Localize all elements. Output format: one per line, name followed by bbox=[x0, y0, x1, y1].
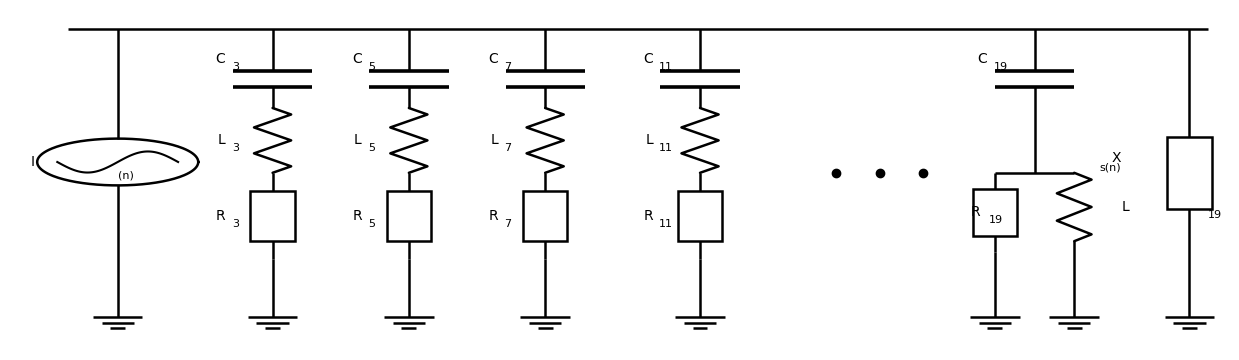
Text: R: R bbox=[352, 209, 362, 223]
Text: L: L bbox=[218, 134, 225, 147]
Bar bbox=[973, 189, 1017, 236]
Text: 7: 7 bbox=[504, 143, 512, 153]
Text: X: X bbox=[1111, 152, 1121, 165]
Text: C: C bbox=[978, 53, 987, 66]
Text: R: R bbox=[488, 209, 498, 223]
Text: 5: 5 bbox=[368, 143, 375, 153]
Bar bbox=[387, 191, 431, 241]
Text: C: C bbox=[643, 53, 653, 66]
Text: 19: 19 bbox=[994, 62, 1007, 72]
Text: s(n): s(n) bbox=[1100, 162, 1121, 172]
Text: L: L bbox=[491, 134, 498, 147]
Text: L: L bbox=[646, 134, 653, 147]
Text: L: L bbox=[354, 134, 362, 147]
Text: C: C bbox=[352, 53, 362, 66]
Text: 19: 19 bbox=[989, 215, 1002, 225]
Text: 7: 7 bbox=[504, 219, 512, 229]
Text: 11: 11 bbox=[659, 62, 673, 72]
Bar bbox=[1167, 137, 1212, 209]
Text: L: L bbox=[1121, 200, 1129, 214]
Text: I: I bbox=[31, 155, 35, 169]
Text: R: R bbox=[970, 206, 980, 219]
Text: 19: 19 bbox=[1208, 210, 1222, 220]
Text: 11: 11 bbox=[659, 219, 673, 229]
Text: 7: 7 bbox=[504, 62, 512, 72]
Text: R: R bbox=[643, 209, 653, 223]
Bar bbox=[250, 191, 295, 241]
Text: 11: 11 bbox=[659, 143, 673, 153]
Bar bbox=[678, 191, 722, 241]
Text: R: R bbox=[216, 209, 225, 223]
Text: C: C bbox=[216, 53, 225, 66]
Text: 5: 5 bbox=[368, 62, 375, 72]
Text: 3: 3 bbox=[232, 143, 239, 153]
Text: 3: 3 bbox=[232, 62, 239, 72]
Bar bbox=[523, 191, 567, 241]
Text: 5: 5 bbox=[368, 219, 375, 229]
Text: C: C bbox=[488, 53, 498, 66]
Text: (n): (n) bbox=[118, 171, 134, 181]
Text: 3: 3 bbox=[232, 219, 239, 229]
